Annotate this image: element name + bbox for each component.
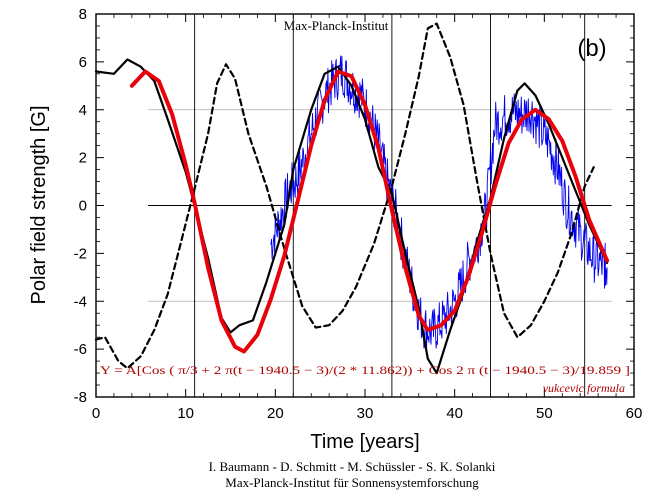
y-tick-label: 8 (79, 6, 87, 23)
series-group (94, 22, 610, 375)
top-annotation: Max-Planck-Institut (284, 18, 389, 33)
footer-authors: I. Baumann - D. Schmitt - M. Schüssler -… (209, 459, 496, 474)
footer-institute: Max-Planck-Institut für Sonnensystemfors… (225, 475, 479, 490)
y-ticks: -8 -6 -4 -2 0 2 4 6 8 (74, 6, 634, 406)
x-ticks: 0 10 20 30 40 50 60 (92, 14, 643, 422)
x-axis-label: Time [years] (310, 431, 419, 453)
formula-credit: vukcevic formula (543, 381, 625, 395)
formula: Y = A[Cos ( π/3 + 2 π(t − 1940.5 − 3)/(2… (100, 363, 630, 377)
y-tick-label: 2 (79, 150, 87, 167)
y-tick-label: 0 (79, 198, 87, 215)
panel-label: (b) (577, 35, 606, 62)
x-tick-label: 20 (267, 405, 284, 422)
x-tick-label: 30 (357, 405, 374, 422)
x-tick-label: 60 (626, 405, 643, 422)
series-line-solid-red (129, 69, 610, 354)
y-tick-label: 6 (79, 54, 87, 71)
series-line-dashed-black (94, 22, 595, 370)
x-tick-label: 40 (446, 405, 463, 422)
x-tick-label: 10 (177, 405, 194, 422)
y-tick-label: -8 (74, 389, 87, 406)
y-axis-label: Polar field strength [G] (28, 106, 50, 305)
y-tick-label: -6 (74, 341, 87, 358)
y-tick-label: -4 (74, 293, 87, 310)
y-tick-label: -2 (74, 245, 87, 262)
x-tick-label: 0 (92, 405, 100, 422)
series-line-noisy-blue (270, 55, 608, 351)
y-tick-label: 4 (79, 102, 87, 119)
x-tick-label: 50 (536, 405, 553, 422)
